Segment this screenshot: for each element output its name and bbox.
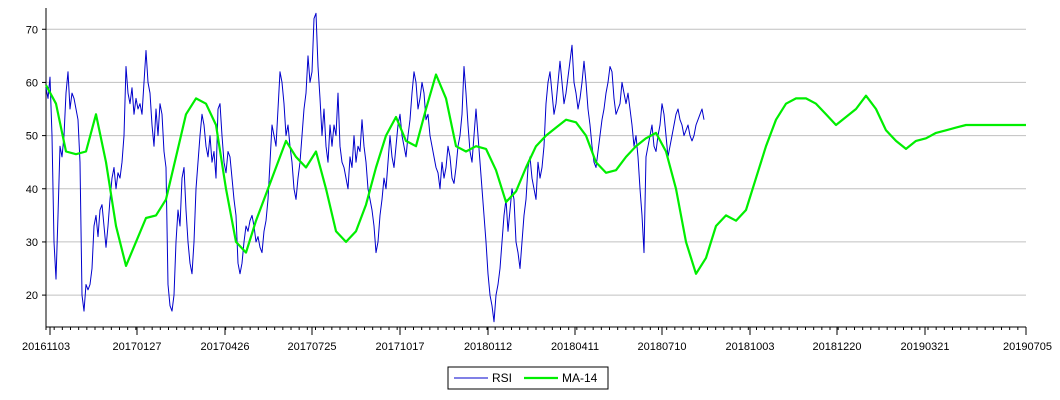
x-tick-label: 20170426 (201, 341, 250, 353)
x-tick-label: 20171017 (376, 341, 425, 353)
legend-label-ma14: MA-14 (562, 371, 598, 385)
x-tick-label: 20181220 (813, 341, 862, 353)
legend-label-rsi: RSI (492, 371, 512, 385)
x-tick-label: 20170127 (113, 341, 162, 353)
y-tick-label: 60 (26, 77, 38, 89)
x-tick-label: 20180112 (464, 341, 512, 353)
x-tick-label: 20181003 (726, 341, 775, 353)
x-tick-label: 20180411 (551, 341, 599, 353)
y-tick-label: 30 (26, 237, 38, 249)
legend: RSI MA-14 (447, 366, 609, 390)
x-tick-label: 20190705 (1003, 341, 1052, 353)
y-tick-label: 70 (26, 24, 38, 36)
x-tick-label: 20161103 (22, 341, 70, 353)
rsi-series-line (45, 12, 705, 323)
y-tick-label: 20 (26, 290, 38, 302)
y-tick-label: 50 (26, 131, 38, 143)
series (45, 12, 1026, 323)
x-tick-label: 20170725 (288, 341, 337, 353)
gridlines (46, 28, 1026, 296)
axes: 20 30 40 50 60 70 20161103 20170127 20170426 2017… (22, 8, 1052, 353)
x-tick-label: 20180710 (638, 341, 687, 353)
x-tick-label: 20190321 (901, 341, 950, 353)
ma14-series-line (45, 73, 1026, 275)
y-tick-label: 40 (26, 184, 38, 196)
